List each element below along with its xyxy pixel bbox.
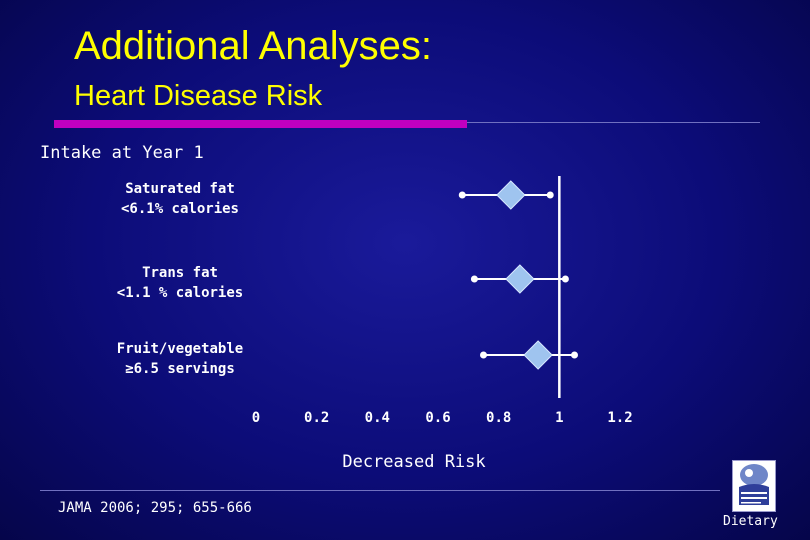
citation: JAMA 2006; 295; 655-666 <box>58 500 252 516</box>
title-thin-rule <box>467 122 760 123</box>
ci-low-point <box>480 351 487 359</box>
x-tick-label: 1.2 <box>607 410 632 426</box>
title-accent-rule <box>54 120 467 128</box>
slide-title: Additional Analyses: <box>74 24 433 68</box>
row-label-line: <6.1% calories <box>121 201 239 217</box>
x-tick-label: 0.4 <box>365 410 390 426</box>
heart-health-logo <box>732 460 776 512</box>
estimate-marker <box>523 340 553 370</box>
x-tick-label: 0.2 <box>304 410 329 426</box>
row-label-line: Trans fat <box>142 265 218 281</box>
ci-high-point <box>546 191 554 199</box>
x-tick-label: 0 <box>252 410 260 426</box>
row-label-line: Saturated fat <box>125 181 235 197</box>
row-label-line: <1.1 % calories <box>117 285 243 301</box>
x-tick-label: 0.6 <box>425 410 450 426</box>
ci-high-point <box>571 351 578 359</box>
estimate-marker <box>505 264 535 294</box>
slide-subtitle: Heart Disease Risk <box>74 80 323 112</box>
x-tick-label: 0.8 <box>486 410 511 426</box>
x-axis-label: Decreased Risk <box>342 452 485 472</box>
row-label-line: Fruit/vegetable <box>117 341 243 357</box>
ci-low-point <box>458 191 466 199</box>
ci-high-point <box>561 275 569 283</box>
ci-low-point <box>470 275 478 283</box>
row-label-line: ≥6.5 servings <box>125 361 235 377</box>
estimate-marker <box>496 180 526 210</box>
section-label: Intake at Year 1 <box>40 143 204 163</box>
footer-rule <box>40 490 720 491</box>
section-tag: Dietary <box>723 514 778 529</box>
x-tick-label: 1 <box>555 410 563 426</box>
